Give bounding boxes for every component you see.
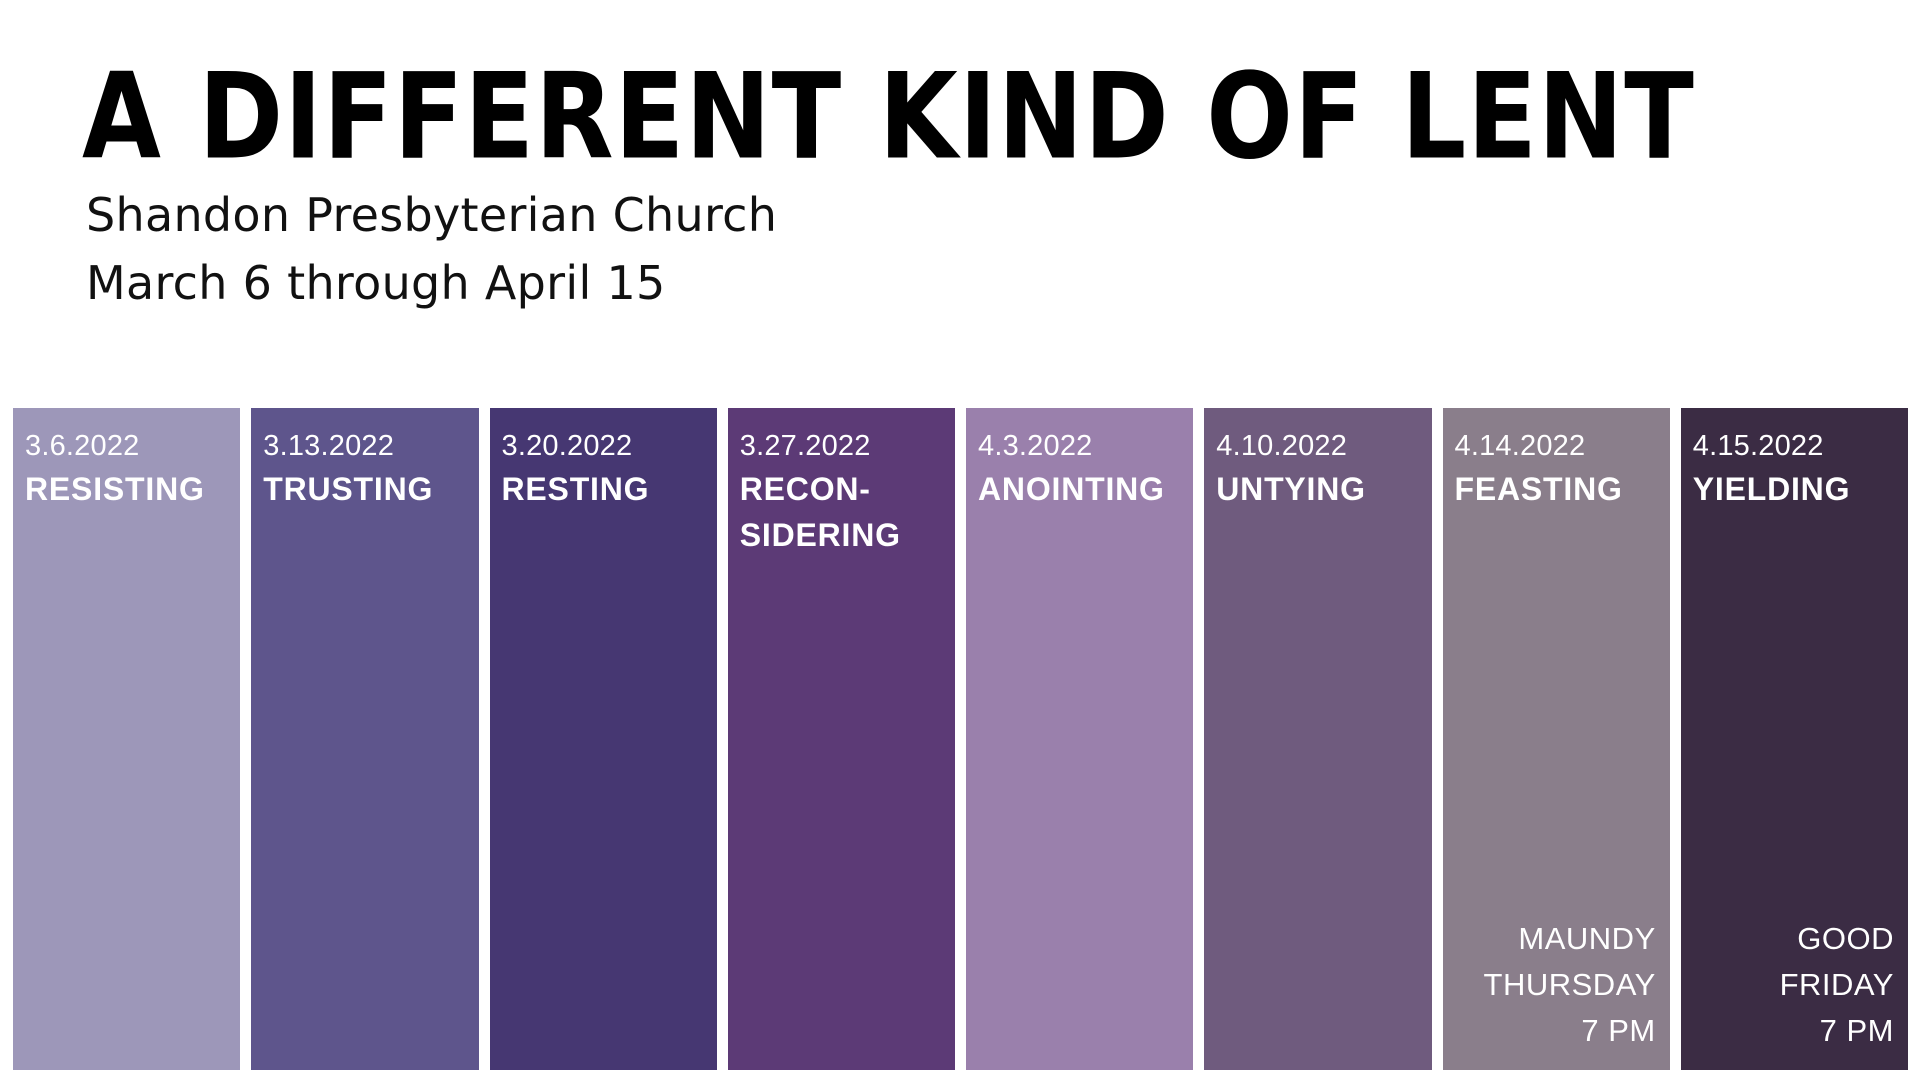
week-column-untying: 4.10.2022 UNTYING xyxy=(1204,408,1432,1070)
week-theme-line: ANOINTING xyxy=(978,471,1165,507)
week-column-anointing: 4.3.2022 ANOINTING xyxy=(966,408,1194,1070)
week-theme-line: RESISTING xyxy=(25,471,205,507)
service-note-line: MAUNDY xyxy=(1518,921,1656,956)
week-theme-line: RESTING xyxy=(501,471,650,507)
service-time: 7 PM xyxy=(1819,1013,1894,1048)
week-theme: UNTYING xyxy=(1216,466,1419,512)
week-theme: TRUSTING xyxy=(263,466,466,512)
week-date: 3.6.2022 xyxy=(25,430,140,462)
week-column-yielding: 4.15.2022 YIELDING GOOD FRIDAY 7 PM xyxy=(1680,408,1908,1070)
service-note-good-friday: GOOD FRIDAY 7 PM xyxy=(1780,916,1894,1054)
week-theme: YIELDING xyxy=(1693,466,1896,512)
date-range: March 6 through April 15 xyxy=(86,256,666,310)
week-date: 4.14.2022 xyxy=(1454,430,1586,462)
week-column-resisting: 3.6.2022 RESISTING xyxy=(13,408,241,1070)
page-title: A DIFFERENT KIND OF LENT xyxy=(82,48,1695,187)
week-column-reconsidering: 3.27.2022 RECON- SIDERING xyxy=(727,408,955,1070)
week-theme-line: UNTYING xyxy=(1216,471,1366,507)
week-theme: RECON- SIDERING xyxy=(740,466,943,558)
week-date: 4.10.2022 xyxy=(1216,430,1348,462)
week-theme: RESISTING xyxy=(25,466,228,512)
week-theme-line: RECON- xyxy=(739,471,871,507)
week-theme-line: TRUSTING xyxy=(263,471,434,507)
service-note-maundy-thursday: MAUNDY THURSDAY 7 PM xyxy=(1484,916,1656,1054)
service-note-line: FRIDAY xyxy=(1779,967,1894,1002)
service-note-line: GOOD xyxy=(1797,921,1894,956)
week-theme-line: YIELDING xyxy=(1692,471,1851,507)
week-theme-line: SIDERING xyxy=(739,517,901,553)
week-column-feasting: 4.14.2022 FEASTING MAUNDY THURSDAY 7 PM xyxy=(1442,408,1670,1070)
weekly-columns: 3.6.2022 RESISTING 3.13.2022 TRUSTING 3.… xyxy=(13,408,1908,1070)
week-column-resting: 3.20.2022 RESTING xyxy=(489,408,717,1070)
service-time: 7 PM xyxy=(1581,1013,1656,1048)
service-note-line: THURSDAY xyxy=(1483,967,1656,1002)
week-date: 3.20.2022 xyxy=(501,430,633,462)
week-date: 3.27.2022 xyxy=(739,430,871,462)
church-name: Shandon Presbyterian Church xyxy=(86,188,778,242)
week-theme-line: FEASTING xyxy=(1454,471,1623,507)
week-date: 3.13.2022 xyxy=(263,430,395,462)
week-date: 4.15.2022 xyxy=(1692,430,1824,462)
week-theme: ANOINTING xyxy=(978,466,1181,512)
week-theme: FEASTING xyxy=(1455,466,1658,512)
week-column-trusting: 3.13.2022 TRUSTING xyxy=(251,408,479,1070)
week-date: 4.3.2022 xyxy=(978,430,1093,462)
week-theme: RESTING xyxy=(502,466,705,512)
